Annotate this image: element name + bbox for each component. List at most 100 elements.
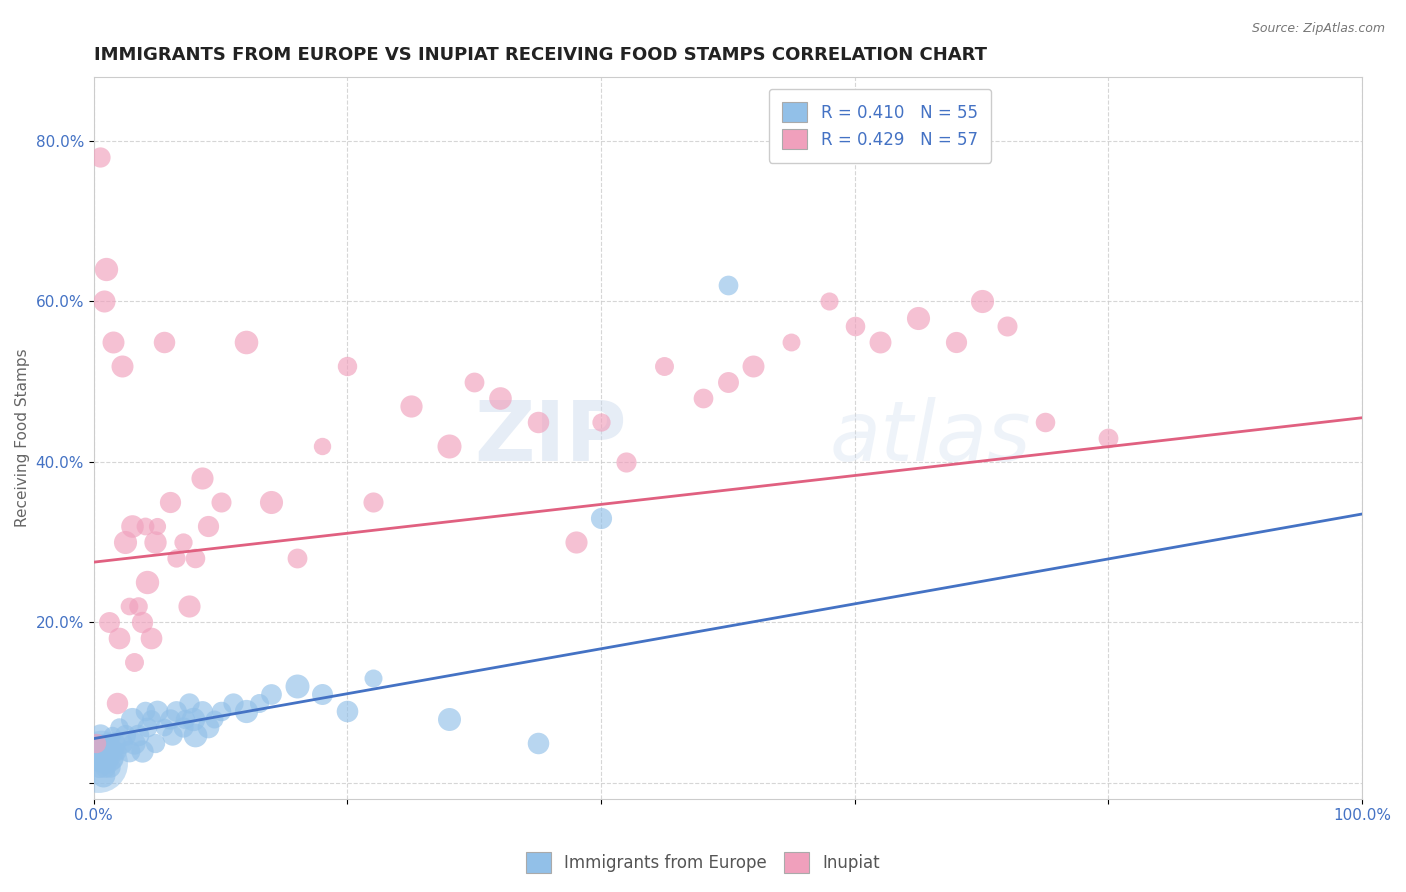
Point [162,728,184,742]
Text: atlas: atlas [830,397,1031,478]
Point [94,747,117,762]
Point [127,728,149,742]
Point [742,359,765,373]
Point [98,615,121,630]
Point [118,744,141,758]
Point [84,752,107,766]
Point [89,728,111,742]
Point [105,744,128,758]
Point [197,720,219,734]
Point [131,615,153,630]
Point [1097,431,1119,445]
Point [591,415,613,429]
Point [86,744,108,758]
Point [111,736,134,750]
Point [159,495,181,509]
Point [98,744,121,758]
Point [97,752,120,766]
Point [101,752,124,766]
Text: ZIP: ZIP [474,397,627,478]
Point [96,736,118,750]
Point [172,535,194,549]
Point [96,262,118,277]
Point [159,712,181,726]
Point [399,399,422,413]
Point [184,728,207,742]
Point [131,744,153,758]
Point [93,744,115,758]
Point [152,720,174,734]
Point [361,672,384,686]
Point [181,712,204,726]
Point [86,736,108,750]
Point [190,471,212,485]
Point [488,391,510,405]
Point [174,712,197,726]
Point [89,150,111,164]
Point [247,696,270,710]
Point [90,744,112,758]
Point [437,439,460,453]
Point [437,712,460,726]
Point [260,495,283,509]
Point [91,767,114,781]
Point [970,294,993,309]
Point [336,359,359,373]
Point [87,760,110,774]
Point [526,736,548,750]
Point [591,511,613,525]
Point [127,599,149,614]
Point [152,334,174,349]
Point [108,632,131,646]
Point [93,294,115,309]
Point [1033,415,1056,429]
Point [616,455,638,469]
Point [121,712,143,726]
Point [177,599,200,614]
Legend: R = 0.410   N = 55, R = 0.429   N = 57: R = 0.410 N = 55, R = 0.429 N = 57 [769,89,991,163]
Text: Source: ZipAtlas.com: Source: ZipAtlas.com [1251,22,1385,36]
Point [202,712,225,726]
Point [907,310,929,325]
Point [143,736,166,750]
Point [101,334,124,349]
Point [209,704,232,718]
Point [190,704,212,718]
Point [235,704,257,718]
Point [136,720,159,734]
Point [818,294,841,309]
Point [285,680,308,694]
Point [105,696,128,710]
Point [165,704,187,718]
Text: IMMIGRANTS FROM EUROPE VS INUPIAT RECEIVING FOOD STAMPS CORRELATION CHART: IMMIGRANTS FROM EUROPE VS INUPIAT RECEIV… [94,46,987,64]
Point [564,535,586,549]
Point [654,359,676,373]
Point [844,318,866,333]
Point [869,334,891,349]
Point [136,575,159,590]
Y-axis label: Receiving Food Stamps: Receiving Food Stamps [15,349,30,527]
Point [118,599,141,614]
Point [124,736,146,750]
Point [108,720,131,734]
Point [146,519,169,533]
Point [114,535,136,549]
Point [995,318,1018,333]
Point [692,391,714,405]
Point [114,728,136,742]
Point [235,334,257,349]
Point [134,519,156,533]
Point [165,551,187,566]
Point [124,656,146,670]
Point [717,278,740,293]
Point [111,359,134,373]
Point [177,696,200,710]
Point [139,712,162,726]
Point [146,704,169,718]
Point [98,760,121,774]
Point [197,519,219,533]
Point [260,688,283,702]
Point [209,495,232,509]
Point [143,535,166,549]
Point [361,495,384,509]
